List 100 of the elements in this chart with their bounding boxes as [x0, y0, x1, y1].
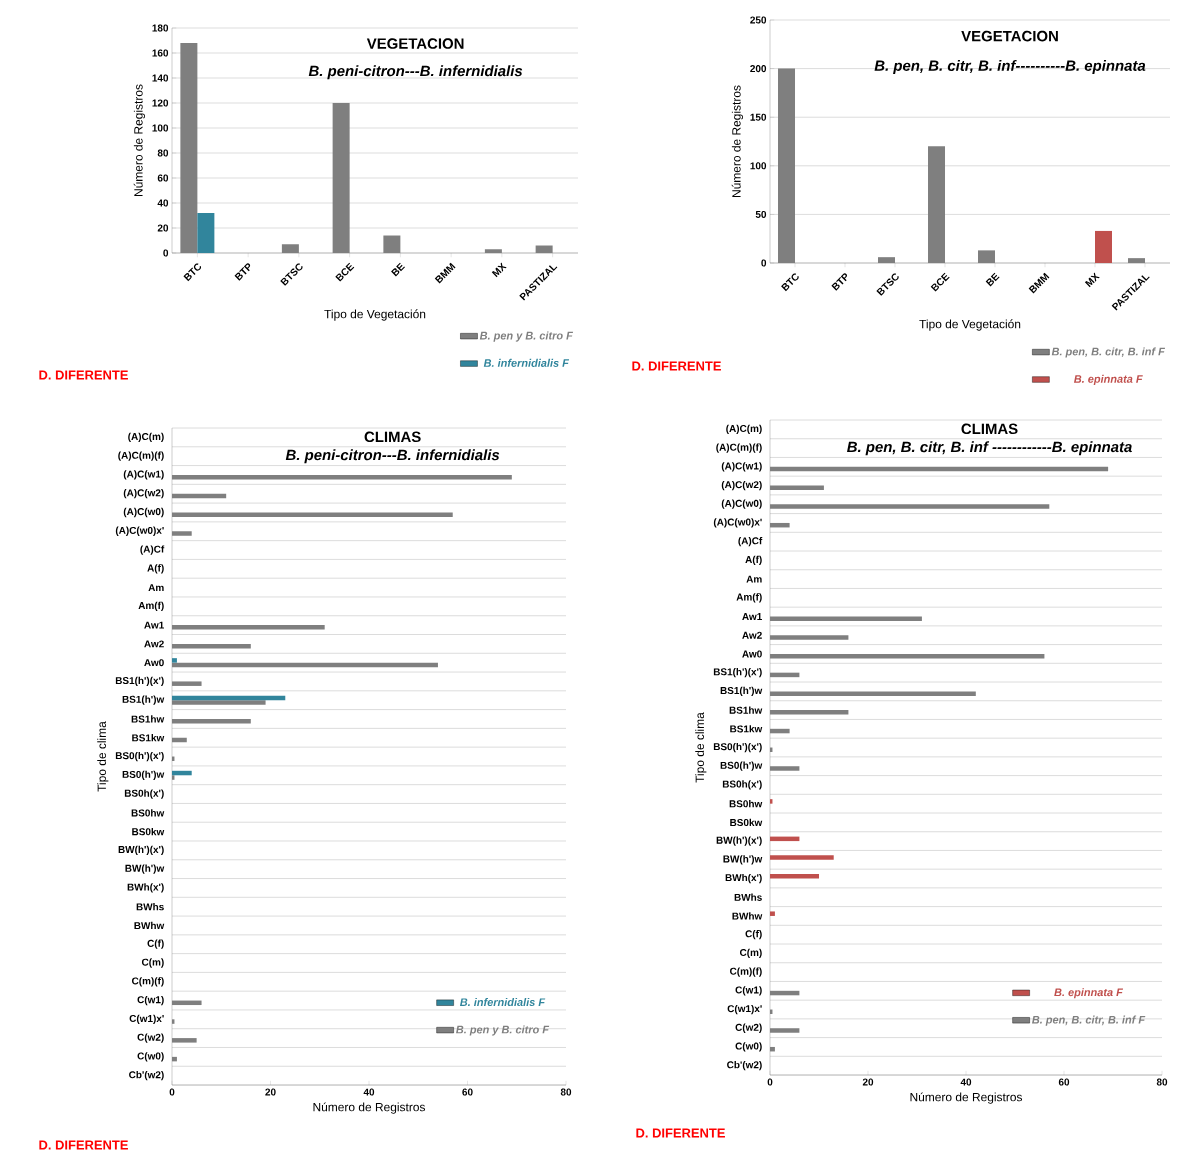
y-tick-label: C(w2): [735, 1023, 762, 1033]
chart-title: CLIMAS: [961, 423, 1018, 435]
legend-label: B. pen, B. citr, B. inf F: [1051, 347, 1166, 358]
y-tick-label: BW(h')w: [723, 855, 763, 865]
y-tick-label: BWhs: [734, 893, 762, 901]
y-tick-label: BS0(h')(x'): [713, 742, 762, 753]
y-tick-label: 50: [755, 210, 767, 218]
y-tick-label: 200: [750, 65, 767, 73]
text: D. DIFERENTE: [632, 361, 721, 371]
x-tick-label: 20: [862, 1078, 874, 1086]
y-tick-label: BW(h')(x'): [716, 836, 762, 846]
y-tick-label: C(m)(f): [730, 967, 762, 977]
y-axis-title: Número de Registros: [731, 85, 744, 197]
y-tick-label: C(f): [745, 930, 762, 940]
y-tick-label: (A)C(w1): [123, 470, 164, 480]
x-tick-label: 40: [363, 1088, 375, 1096]
text: B. peni-citron---B. infernidialis: [308, 65, 523, 80]
y-tick-label: A(f): [745, 555, 762, 566]
y-tick-label: Am: [746, 575, 762, 583]
y-tick-label: (A)Cf: [738, 537, 763, 547]
y-tick-label: Cb'(w2): [727, 1061, 762, 1071]
bar: [770, 874, 820, 879]
legend-label: B. pen, B. citr, B. inf F: [1032, 1015, 1146, 1026]
y-tick-label: BS0kw: [132, 827, 165, 836]
y-tick-label: BS1kw: [132, 734, 165, 742]
y-tick-label: 100: [152, 124, 169, 132]
y-tick-label: 80: [157, 149, 169, 157]
y-tick-label: BW(h')(x'): [118, 845, 164, 856]
text: D. DIFERENTE: [636, 1128, 725, 1138]
y-tick-label: C(f): [147, 939, 164, 949]
y-tick-label: BS0h(x'): [722, 780, 762, 790]
y-tick-label: 0: [163, 249, 169, 257]
text: B. pen, B. citr, B. inf ------------B. epinnata: [847, 441, 1132, 456]
x-tick-label: 20: [265, 1088, 276, 1096]
bar: [172, 770, 192, 776]
y-tick-label: C(w1): [137, 995, 164, 1006]
y-tick-label: Cb'(w2): [129, 1070, 164, 1081]
y-tick-label: 250: [750, 16, 767, 24]
y-tick-label: BWhw: [134, 921, 165, 930]
y-tick-label: Aw2: [742, 631, 762, 639]
y-axis-title: Número de Registros: [133, 84, 146, 196]
y-tick-label: Aw1: [742, 613, 762, 620]
text: B. peni-citron---B. infernidialis: [285, 449, 500, 464]
y-tick-label: 180: [152, 24, 169, 32]
y-tick-label: BS0h(x'): [124, 789, 164, 799]
x-tick-label: BE: [985, 272, 1000, 287]
legend-label: B. epinnata F: [1054, 988, 1124, 999]
chart-title: CLIMAS: [364, 431, 421, 443]
y-tick-label: BS1hw: [131, 715, 165, 723]
y-tick-label: BS0(h')w: [720, 761, 763, 771]
y-tick-label: C(w2): [137, 1033, 164, 1043]
y-tick-label: C(w1): [735, 986, 762, 996]
text: B. pen, B. citr, B. inf----------B. epinnata: [874, 59, 1146, 74]
y-tick-label: (A)C(m): [726, 424, 762, 435]
bar: [1095, 230, 1112, 263]
x-tick-label: 60: [1058, 1078, 1070, 1086]
x-axis-title: Tipo de Vegetación: [324, 309, 426, 321]
y-tick-label: BWhs: [136, 903, 164, 911]
x-axis-title: Número de Registros: [313, 1102, 426, 1114]
y-tick-label: Am: [148, 584, 164, 591]
bar: [197, 213, 215, 253]
y-tick-label: BWhw: [732, 912, 763, 920]
y-tick-label: A(f): [147, 564, 164, 574]
y-tick-label: 40: [157, 199, 169, 207]
y-tick-label: (A)C(w1): [721, 462, 762, 472]
y-tick-label: Aw0: [144, 659, 164, 667]
y-tick-label: C(m): [141, 958, 164, 968]
text: D. DIFERENTE: [39, 1140, 128, 1150]
y-tick-label: Aw0: [742, 650, 762, 658]
bar: [770, 799, 773, 804]
y-tick-label: 20: [157, 224, 169, 232]
y-tick-label: BS1kw: [730, 725, 763, 733]
y-tick-label: 150: [750, 113, 767, 121]
text: VEGETACION: [961, 30, 1058, 42]
x-tick-label: 40: [960, 1078, 972, 1086]
y-tick-label: (A)C(w2): [123, 489, 164, 499]
y-tick-label: 100: [750, 162, 767, 170]
bar: [172, 658, 177, 663]
x-tick-label: MX: [1084, 272, 1100, 288]
y-tick-label: BWh(x'): [127, 883, 164, 893]
y-tick-label: C(w1)x': [129, 1014, 164, 1024]
x-tick-label: 60: [462, 1088, 473, 1096]
y-tick-label: BS0hw: [131, 809, 165, 817]
y-tick-label: (A)C(w0): [123, 507, 164, 518]
x-axis-title: Número de Registros: [910, 1092, 1023, 1104]
y-tick-label: BW(h')w: [125, 864, 165, 874]
y-tick-label: Am(f): [736, 593, 762, 603]
x-tick-label: BE: [391, 262, 405, 277]
x-tick-label: 0: [169, 1088, 175, 1096]
y-tick-label: 160: [152, 49, 169, 57]
y-tick-label: (A)C(w2): [721, 480, 762, 491]
x-tick-label: 80: [1156, 1078, 1168, 1086]
y-tick-label: Aw2: [144, 640, 164, 648]
y-tick-label: Aw1: [144, 621, 164, 629]
x-tick-label: 80: [560, 1088, 572, 1096]
y-tick-label: BS0kw: [730, 818, 763, 827]
legend-label: B. epinnata F: [1073, 374, 1143, 386]
y-tick-label: (A)C(w0): [721, 499, 762, 509]
y-tick-label: C(m)(f): [132, 977, 164, 987]
y-tick-label: BS1(h')w: [720, 686, 763, 697]
